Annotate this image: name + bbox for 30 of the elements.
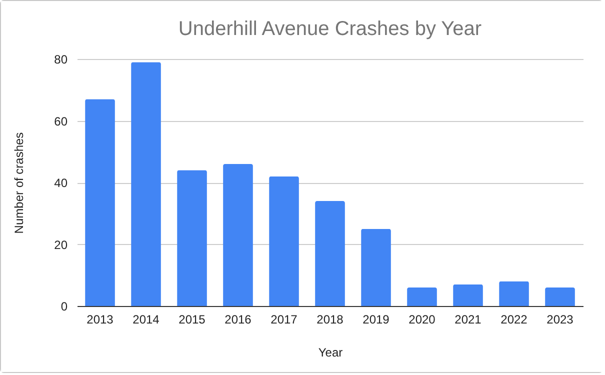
y-tick-label: 60 [54, 114, 68, 128]
bar [315, 201, 345, 306]
x-tick-label: 2014 [132, 312, 160, 326]
y-axis-title: Number of crashes [12, 132, 26, 234]
x-tick-label: 2019 [362, 312, 390, 326]
x-tick-label: 2016 [224, 312, 252, 326]
x-tick-label: 2018 [316, 312, 344, 326]
x-tick-label: 2017 [270, 312, 298, 326]
bar [499, 281, 529, 306]
bar [85, 99, 115, 306]
bar [131, 62, 161, 306]
bar [223, 164, 253, 306]
x-axis-title: Year [318, 346, 343, 360]
x-tick-label: 2015 [178, 312, 206, 326]
x-tick-label: 2022 [500, 312, 528, 326]
y-tick-label: 0 [60, 300, 68, 314]
x-tick-label: 2021 [454, 312, 482, 326]
bar [407, 287, 437, 306]
x-tick-label: 2023 [546, 312, 574, 326]
bar [177, 170, 207, 306]
bar [361, 228, 391, 306]
bar [269, 176, 299, 306]
x-tick-label: 2020 [408, 312, 436, 326]
bar [453, 284, 483, 306]
y-tick-label: 80 [54, 52, 68, 66]
x-tick-label: 2013 [86, 312, 114, 326]
y-tick-label: 20 [54, 238, 68, 252]
chart-title: Underhill Avenue Crashes by Year [178, 18, 482, 40]
bar [545, 287, 575, 306]
y-tick-label: 40 [54, 176, 68, 190]
